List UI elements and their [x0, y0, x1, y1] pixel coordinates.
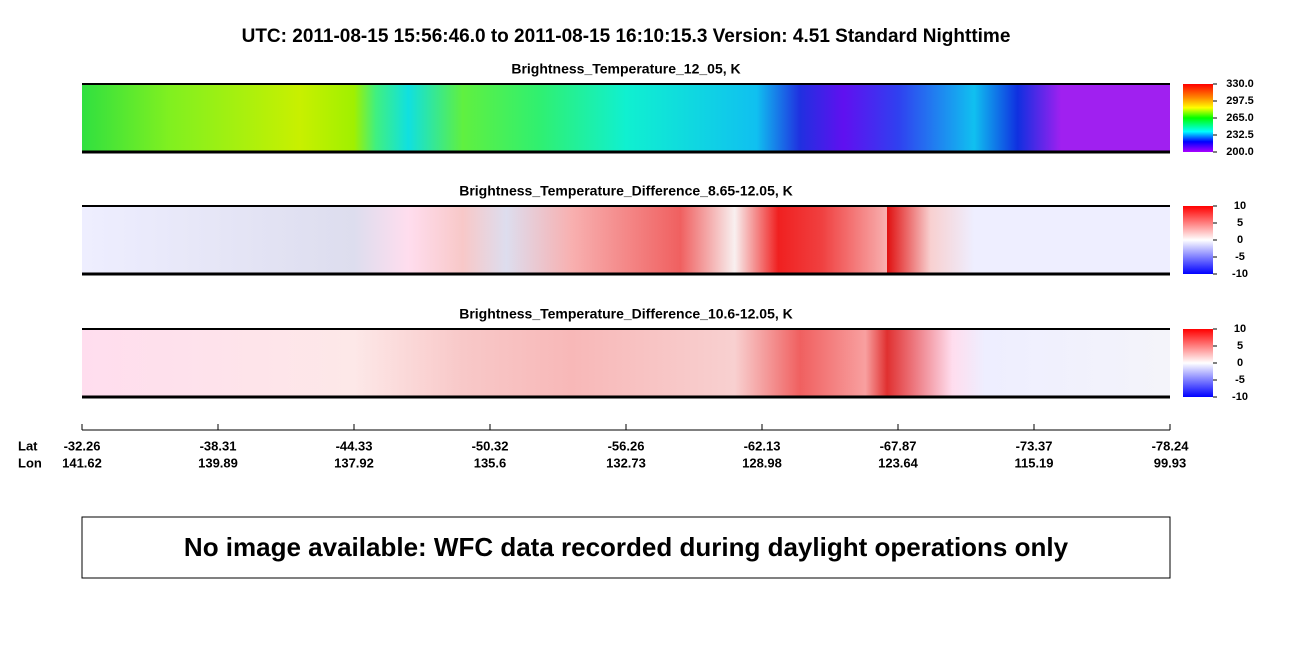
- page-title: UTC: 2011-08-15 15:56:46.0 to 2011-08-15…: [242, 26, 1011, 47]
- notice-box: [81, 516, 1171, 579]
- colorbar-tick-label: 10: [1234, 200, 1246, 212]
- colorbar-tick-label: -5: [1235, 251, 1245, 263]
- colorbar-tick-label: 5: [1237, 217, 1243, 229]
- colorbar-tick-label: 5: [1237, 340, 1243, 352]
- lat-tick-label: -44.33: [336, 438, 373, 453]
- lon-tick-label: 141.62: [62, 455, 102, 470]
- lat-tick-label: -38.31: [200, 438, 237, 453]
- colorbar: [1183, 206, 1213, 274]
- image: [82, 206, 1170, 274]
- colorbar-tick-label: 200.0: [1226, 146, 1254, 158]
- lon-tick-label: 128.98: [742, 455, 782, 470]
- lon-tick-label: 99.93: [1154, 455, 1187, 470]
- lon-tick-label: 135.6: [474, 455, 507, 470]
- colorbar-tick-label: 297.5: [1226, 95, 1254, 107]
- image: [82, 84, 1170, 152]
- colorbar-tick-label: 0: [1237, 234, 1243, 246]
- colorbar-tick-label: -10: [1232, 391, 1248, 403]
- lon-tick-label: 132.73: [606, 455, 646, 470]
- lat-tick-label: -62.13: [744, 438, 781, 453]
- lon-tick-label: 139.89: [198, 455, 238, 470]
- colorbar: [1183, 84, 1213, 152]
- colorbar-tick-label: -5: [1235, 374, 1245, 386]
- lat-tick-label: -56.26: [608, 438, 645, 453]
- lat-label: Lat: [18, 438, 38, 453]
- lat-tick-label: -32.26: [64, 438, 101, 453]
- colorbar-tick-label: -10: [1232, 268, 1248, 280]
- lat-tick-label: -78.24: [1152, 438, 1190, 453]
- colorbar-tick-label: 265.0: [1226, 112, 1254, 124]
- lon-tick-label: 137.92: [334, 455, 374, 470]
- colorbar-tick-label: 232.5: [1226, 129, 1254, 141]
- lon-label: Lon: [18, 455, 42, 470]
- lat-tick-label: -67.87: [880, 438, 917, 453]
- colorbar: [1183, 329, 1213, 397]
- image: [82, 329, 1170, 397]
- panel-title: Brightness_Temperature_Difference_10.6-1…: [459, 306, 793, 322]
- panel-title: Brightness_Temperature_12_05, K: [511, 61, 740, 77]
- colorbar-tick-label: 330.0: [1226, 78, 1254, 90]
- colorbar-tick-label: 10: [1234, 323, 1246, 335]
- lon-tick-label: 123.64: [878, 455, 919, 470]
- colorbar-tick-label: 0: [1237, 357, 1243, 369]
- lat-tick-label: -50.32: [472, 438, 509, 453]
- lat-tick-label: -73.37: [1016, 438, 1053, 453]
- panel-title: Brightness_Temperature_Difference_8.65-1…: [459, 183, 793, 199]
- lon-tick-label: 115.19: [1014, 455, 1053, 470]
- notice: No image available: WFC data recorded du…: [184, 532, 1069, 562]
